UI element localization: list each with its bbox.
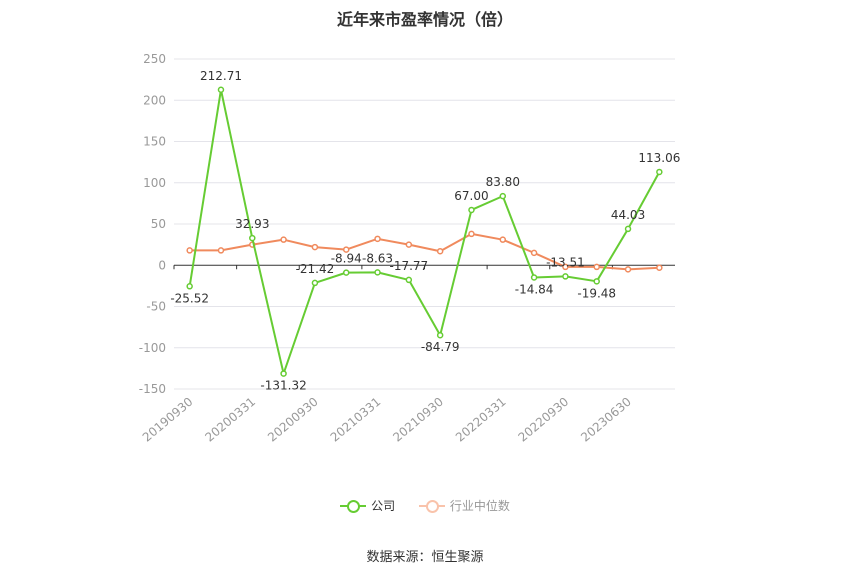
data-label: -131.32 — [260, 379, 306, 393]
chart-title: 近年来市盈率情况（倍） — [336, 10, 513, 29]
y-tick-label: 100 — [143, 176, 166, 190]
y-tick-label: -50 — [146, 300, 166, 314]
data-point-company — [217, 86, 225, 94]
legend-label-industry-median: 行业中位数 — [449, 499, 510, 513]
y-tick-label: 250 — [143, 52, 166, 66]
data-point-company — [249, 234, 256, 242]
data-label: 67.00 — [454, 189, 488, 203]
data-point-industry-median — [280, 236, 287, 243]
legend-line-icon — [418, 499, 445, 513]
data-point-company — [405, 276, 413, 284]
legend-item-company[interactable]: 公司 — [340, 497, 395, 514]
data-point-company — [186, 283, 193, 290]
x-tick-label: 20210930 — [390, 395, 446, 445]
data-point-industry-median — [217, 247, 225, 254]
x-tick-label: 20220930 — [516, 395, 572, 445]
data-point-industry-median — [562, 263, 569, 271]
data-point-industry-median — [624, 266, 632, 273]
data-point-company — [468, 206, 475, 214]
data-point-company — [342, 269, 350, 276]
data-point-company — [624, 225, 632, 233]
x-tick-label: 20230630 — [578, 395, 634, 445]
data-label: -19.48 — [577, 286, 616, 300]
data-label: 44.03 — [611, 208, 645, 222]
y-axis-ticks: 250 200 150 100 50 0 -50 -100 -150 — [139, 52, 166, 396]
x-tick-label: 20210331 — [328, 395, 384, 445]
data-label: -84.79 — [421, 340, 460, 354]
data-label: 113.06 — [638, 151, 680, 165]
series-line-company — [188, 88, 661, 375]
grid-lines — [174, 58, 675, 390]
legend-label-company: 公司 — [371, 499, 396, 513]
y-tick-label: -150 — [139, 382, 166, 396]
data-point-company — [436, 331, 444, 339]
data-point-company — [499, 192, 507, 200]
data-label: -17.77 — [390, 259, 429, 273]
data-point-industry-median — [342, 246, 350, 253]
x-tick-label: 20200930 — [265, 395, 321, 445]
data-label: -14.84 — [515, 282, 554, 296]
data-label: 83.80 — [486, 175, 520, 189]
x-tick-label: 20200331 — [202, 395, 258, 445]
legend-line-icon — [340, 499, 367, 513]
data-point-industry-median — [468, 230, 475, 238]
y-tick-label: 150 — [143, 135, 166, 149]
data-label: 32.93 — [235, 217, 269, 231]
data-point-industry-median — [530, 249, 538, 257]
data-label: 212.71 — [200, 69, 242, 83]
data-point-industry-median — [405, 241, 413, 248]
x-axis-ticks: 20190930 20200331 20200930 20210331 20210930… — [140, 265, 634, 445]
data-point-industry-median — [593, 263, 600, 271]
data-point-company — [656, 168, 663, 176]
data-point-company — [593, 278, 600, 285]
x-tick-label: 20220331 — [453, 395, 509, 445]
data-point-industry-median — [374, 235, 381, 243]
data-point-company — [311, 279, 319, 287]
series-line-industry-median — [189, 232, 660, 271]
data-label: -25.52 — [170, 291, 209, 305]
data-point-industry-median — [311, 243, 319, 251]
legend-item-industry-median[interactable]: 行业中位数 — [418, 497, 510, 514]
data-point-company — [530, 274, 538, 281]
data-point-company — [280, 370, 287, 377]
data-point-industry-median — [436, 247, 444, 255]
series-layer — [186, 86, 663, 377]
y-tick-label: 0 — [158, 258, 166, 272]
data-point-industry-median — [186, 247, 193, 254]
data-label: -8.94 — [331, 252, 362, 266]
data-label: -21.42 — [296, 262, 335, 276]
legend: 公司 行业中位数 — [0, 497, 850, 516]
data-label: -8.63 — [362, 251, 393, 265]
y-tick-label: 200 — [143, 93, 166, 107]
data-point-company — [374, 269, 381, 276]
data-source: 数据来源：恒生聚源 — [366, 550, 484, 565]
y-tick-label: 50 — [151, 217, 166, 231]
data-label: -13.51 — [546, 255, 585, 269]
data-point-industry-median — [656, 264, 663, 271]
data-labels: -25.52 212.71 32.93 -131.32 -21.42-8.94 -8.63… — [170, 69, 680, 393]
data-point-industry-median — [499, 236, 507, 243]
y-tick-label: -100 — [139, 341, 166, 355]
data-point-company — [562, 273, 569, 280]
x-tick-label: 20190930 — [140, 395, 196, 445]
